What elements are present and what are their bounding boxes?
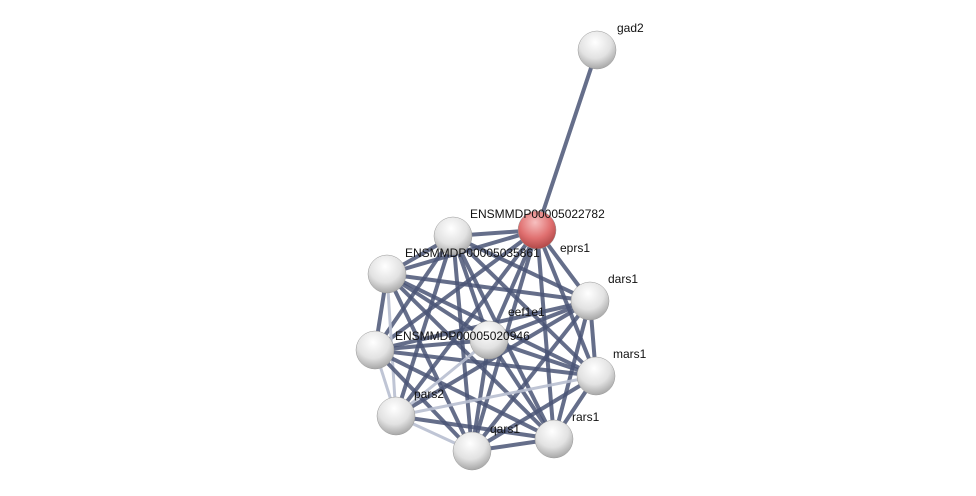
node-label-rars1: rars1 [572,410,600,424]
node-n35861[interactable] [367,254,407,294]
edge-n35861-dars1[interactable] [386,272,591,303]
node-label-n0946: ENSMMDP00005020946 [395,329,530,343]
edge-mars1-pars2[interactable] [395,374,597,418]
node-label-dars1: dars1 [608,272,638,286]
node-label-n35861: ENSMMDP00005035861 [405,246,540,260]
node-dars1[interactable] [570,281,610,321]
edge-n22782-mars1[interactable] [451,234,598,378]
node-label-n22782: ENSMMDP00005022782 [470,207,605,221]
node-rars1[interactable] [534,419,574,459]
edge-eprs1-pars2[interactable] [394,228,539,418]
edge-dars1-qars1[interactable] [470,299,592,453]
edge-gad2-eprs1[interactable] [535,49,599,231]
edge-n0946-qars1[interactable] [373,348,474,453]
node-gad2[interactable] [577,30,617,70]
edge-n0946-rars1[interactable] [374,348,555,441]
node-label-eef1e1: eef1e1 [508,305,545,319]
node-eef1e1[interactable] [469,320,509,360]
node-eprs1[interactable] [517,210,557,250]
edge-n22782-pars2[interactable] [394,235,455,417]
edge-mars1-qars1[interactable] [470,374,598,453]
node-label-mars1: mars1 [613,347,647,361]
node-mars1[interactable] [576,356,616,396]
node-qars1[interactable] [452,431,492,471]
edge-n35861-qars1[interactable] [385,273,474,452]
edge-pars2-rars1[interactable] [395,414,555,441]
node-label-qars1: qars1 [490,422,520,436]
node-label-eprs1: eprs1 [560,241,590,255]
edge-eprs1-mars1[interactable] [535,229,598,377]
node-label-pars2: pars2 [414,387,444,401]
node-label-gad2: gad2 [617,21,644,35]
nodes: gad2 eprs1 ENSMMDP00005022782 ENSMMDP000050… [355,21,647,471]
node-pars2[interactable] [376,396,416,436]
edge-eef1e1-pars2[interactable] [395,338,490,418]
node-n0946[interactable] [355,330,395,370]
edge-n22782-dars1[interactable] [452,234,591,303]
node-n22782[interactable] [433,216,473,256]
